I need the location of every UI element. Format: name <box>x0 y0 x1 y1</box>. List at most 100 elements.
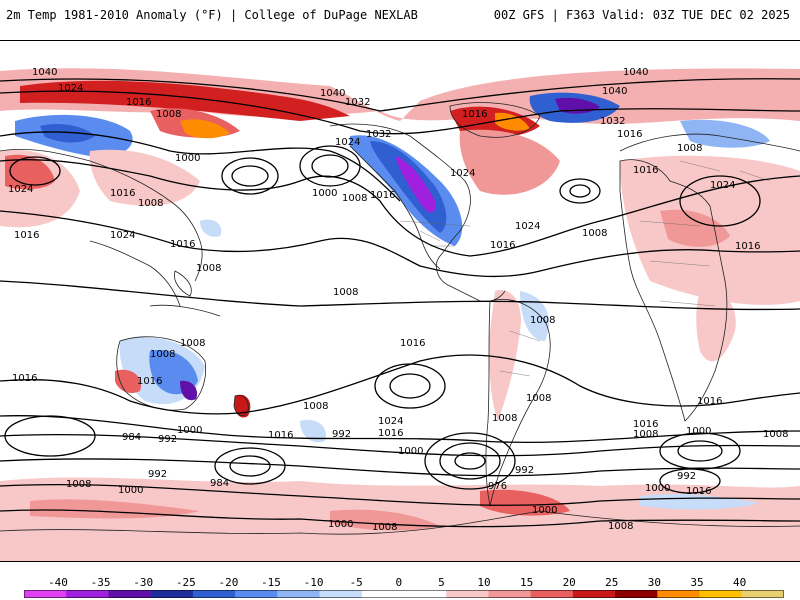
colorbar-outline <box>24 590 784 598</box>
isobar-label: 1008 <box>372 522 397 533</box>
southern-ocean-cool <box>300 419 326 443</box>
colorbar-tick-label: -25 <box>175 576 196 589</box>
model-run-valid-time: 00Z GFS | F363 Valid: 03Z TUE DEC 02 202… <box>493 8 790 22</box>
colorbar-swatch <box>572 590 616 598</box>
isobar-label: 1016 <box>126 97 151 108</box>
isobar-1016-north <box>0 159 800 257</box>
isobar-label: 1040 <box>623 67 648 78</box>
colorbar: -40 -35 -30 -25 -20 -15 -10 -5 0 5 10 15 20 25 30 35 40 <box>0 568 800 600</box>
colorbar-tick-label: 5 <box>438 576 445 589</box>
isobar-label: 1000 <box>328 519 353 530</box>
isobar-closed-pacific-low-1 <box>221 157 279 195</box>
isobar-label: 1008 <box>677 143 702 154</box>
isobar-label: 1008 <box>342 193 367 204</box>
isobar-label: 992 <box>148 469 167 480</box>
isobar-label: 1016 <box>12 373 37 384</box>
isobar-label: 1000 <box>177 425 202 436</box>
colorbar-swatch <box>404 590 447 598</box>
coastlines <box>0 102 800 535</box>
isobar-label: 1008 <box>530 315 555 326</box>
header: 2m Temp 1981-2010 Anomaly (°F) | College… <box>0 0 800 30</box>
isobar-1000-far-south <box>0 484 800 506</box>
isobar-label: 1040 <box>602 86 627 97</box>
isobar-closed-atlantic-inner <box>569 184 591 198</box>
antarctic-warm-peninsula <box>480 489 570 516</box>
isobar-closed-asia-low <box>9 156 61 186</box>
isobar-closed-south-pacific-high <box>374 363 446 409</box>
isobar-label: 1016 <box>686 486 711 497</box>
north-america-west-coast <box>349 145 441 270</box>
isobar-1016-mid <box>0 210 800 278</box>
isobar-labels: 1040 1024 1016 1008 1040 1032 1032 1024 … <box>8 67 788 533</box>
isobar-label: 1024 <box>515 221 540 232</box>
greenland-coast <box>449 102 541 138</box>
isobar-label: 1000 <box>175 153 200 164</box>
isobar-label: 1024 <box>58 83 83 94</box>
isobar-closed-pacific-low-4 <box>311 154 349 178</box>
asia-coast <box>0 148 203 282</box>
isobar-label: 1008 <box>526 393 551 404</box>
south-america-coast <box>485 299 551 507</box>
isobar-label: 1016 <box>370 190 395 201</box>
isobar-label: 1016 <box>110 188 135 199</box>
colorbar-swatch <box>615 590 658 598</box>
anomaly-map: 1040 1024 1016 1008 1040 1032 1032 1024 … <box>0 40 800 562</box>
isobar-label: 976 <box>488 481 507 492</box>
isobar-label: 1008 <box>492 413 517 424</box>
colorbar-swatch <box>24 590 67 598</box>
country-borders <box>399 160 771 377</box>
asia-warm <box>89 149 200 206</box>
isobar-label: 1024 <box>335 137 360 148</box>
eurasia-cold-core <box>40 124 95 143</box>
isobar-label: 992 <box>515 465 534 476</box>
colorbar-tick-label: -5 <box>349 576 363 589</box>
isobar-label: 992 <box>158 434 177 445</box>
africa-coast <box>619 159 728 422</box>
isobar-label: 992 <box>677 471 696 482</box>
antarctica-coast <box>0 510 800 535</box>
isobar-label: 1000 <box>312 188 337 199</box>
colorbar-tick-label: 20 <box>562 576 576 589</box>
colorbar-swatch <box>446 590 489 598</box>
arctic-strong-warm <box>20 80 350 121</box>
isobar-label: 1000 <box>532 505 557 516</box>
colorbar-tick-label: 25 <box>605 576 619 589</box>
isobar-label: 1000 <box>645 483 670 494</box>
isobar-label: 1016 <box>462 109 487 120</box>
isobar-label: 1032 <box>345 97 370 108</box>
isobar-label: 1016 <box>633 165 658 176</box>
isobar-closed-pacific-low-3 <box>299 145 361 187</box>
australia-warm <box>115 369 141 393</box>
colorbar-tick-label: 35 <box>690 576 704 589</box>
colorbar-swatch <box>235 590 278 598</box>
colorbar-tick-label: -30 <box>133 576 154 589</box>
australia-coast <box>116 336 207 411</box>
south-america-warm <box>489 290 521 421</box>
isobar-closed-low-984-b <box>229 455 271 477</box>
isobar-label: 1040 <box>32 67 57 78</box>
antarctic-cool-east <box>640 493 760 510</box>
isobar-label: 1008 <box>633 429 658 440</box>
isobar-1008-tropics <box>0 280 800 311</box>
colorbar-swatch <box>192 590 236 598</box>
isobar-label: 1000 <box>118 485 143 496</box>
isobar-label: 1008 <box>196 263 221 274</box>
isobar-1008-far-south <box>0 509 800 528</box>
colorbar-scale <box>24 590 784 598</box>
isobar-1000-south <box>0 434 800 457</box>
isobar-label: 1008 <box>608 521 633 532</box>
isobar-label: 1024 <box>378 416 403 427</box>
isobar-label: 1016 <box>697 396 722 407</box>
isobar-1016-south <box>0 354 800 415</box>
africa-borders <box>639 220 716 307</box>
isobar-closed-low-976-a <box>424 432 516 490</box>
colorbar-swatch <box>699 590 743 598</box>
southeast-asia-coast <box>89 240 181 307</box>
isobar-closed-low-976-b <box>439 442 501 480</box>
isobar-label: 992 <box>332 429 351 440</box>
isobar-label: 1016 <box>617 129 642 140</box>
isobar-label: 1000 <box>398 446 423 457</box>
indonesia-coast <box>149 304 221 317</box>
isobar-closed-south-indian <box>4 415 96 457</box>
colorbar-swatch <box>361 590 405 598</box>
